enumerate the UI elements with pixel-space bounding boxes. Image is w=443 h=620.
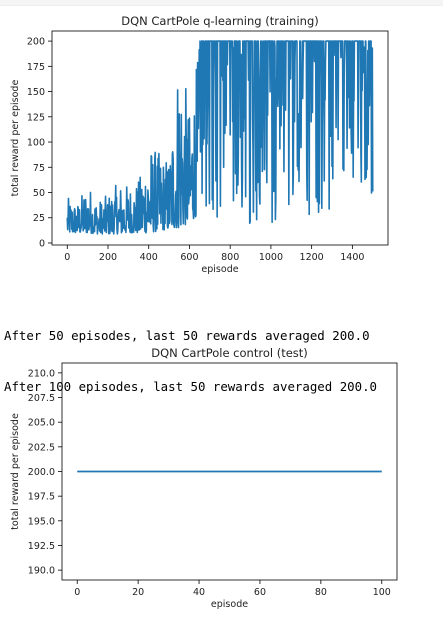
x-tick-label: 400 (140, 252, 158, 263)
x-tick-label: 600 (180, 252, 198, 263)
y-tick-label: 100 (27, 138, 45, 149)
y-tick-label: 202.5 (28, 442, 55, 453)
x-tick-label: 40 (193, 587, 205, 598)
training-figure: DQN CartPole q-learning (training) 0 200 40… (0, 5, 443, 282)
y-tick-label: 0 (39, 238, 45, 249)
y-tick-label: 75 (33, 163, 45, 174)
plot-frame (51, 30, 389, 246)
x-tick-label: 0 (74, 587, 80, 598)
reward-series-line (66, 40, 374, 235)
x-tick-label: 20 (132, 587, 144, 598)
x-tick-label: 1400 (340, 252, 364, 263)
y-tick-label: 150 (27, 87, 45, 98)
x-tick-label: 60 (254, 587, 266, 598)
y-tick-label: 200 (27, 37, 45, 48)
x-tick-label: 0 (64, 252, 70, 263)
output-log: After 50 episodes, last 50 rewards avera… (4, 293, 377, 412)
x-tick-label: 200 (99, 252, 117, 263)
y-tick-label: 190.0 (28, 566, 55, 577)
log-line: After 50 episodes, last 50 rewards avera… (4, 328, 370, 343)
x-tick-label: 1000 (259, 252, 283, 263)
top-strip (0, 0, 443, 6)
x-tick-label: 100 (373, 587, 391, 598)
log-line: After 100 episodes, last 50 rewards aver… (4, 379, 377, 394)
y-tick-label: 195.0 (28, 516, 55, 527)
x-tick-label: 1200 (300, 252, 324, 263)
training-chart: DQN CartPole q-learning (training) 0 200 40… (10, 14, 389, 275)
x-axis-label: episode (211, 599, 248, 610)
y-tick-label: 50 (33, 188, 45, 199)
y-tick-label: 175 (27, 62, 45, 73)
y-tick-label: 205.0 (28, 418, 55, 429)
x-tick-label: 80 (315, 587, 327, 598)
y-axis-label: total reward per episode (10, 80, 21, 197)
test-figure: DQN CartPole control (test) 0 20 40 60 80 100 1… (0, 340, 443, 615)
x-axis-label: episode (201, 264, 238, 275)
y-tick-label: 25 (33, 213, 45, 224)
x-tick-label: 800 (221, 252, 239, 263)
chart-title: DQN CartPole q-learning (training) (121, 14, 319, 28)
y-tick-label: 197.5 (28, 492, 55, 503)
y-tick-label: 200.0 (28, 467, 55, 478)
y-tick-label: 125 (27, 112, 45, 123)
test-chart: DQN CartPole control (test) 0 20 40 60 80 100 1… (10, 346, 398, 610)
y-axis-label: total reward per episode (10, 413, 21, 530)
y-tick-label: 210.0 (28, 368, 55, 379)
y-tick-label: 192.5 (28, 541, 55, 552)
y-tick-label: 207.5 (28, 393, 55, 404)
chart-title: DQN CartPole control (test) (151, 346, 308, 360)
